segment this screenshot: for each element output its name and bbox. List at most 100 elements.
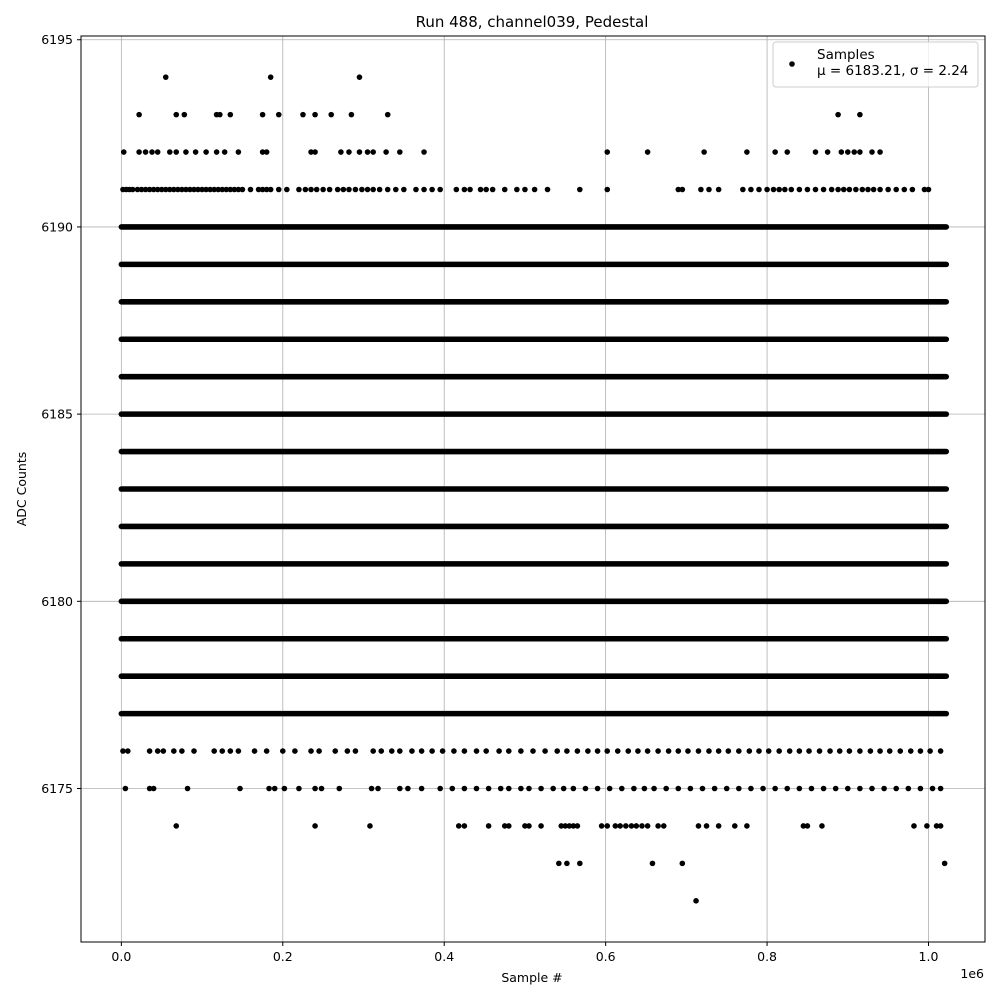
- sample-point: [375, 785, 381, 792]
- sample-point: [263, 748, 270, 754]
- sample-point: [770, 186, 777, 193]
- sample-point: [633, 823, 640, 829]
- sample-point: [675, 748, 682, 754]
- sample-point: [835, 186, 841, 193]
- sample-point: [893, 186, 900, 193]
- sample-point: [142, 186, 149, 193]
- sample-point: [356, 74, 363, 80]
- sample-point: [437, 186, 443, 193]
- sample-point: [453, 186, 460, 193]
- sample-point: [844, 149, 851, 155]
- sample-point: [302, 186, 309, 193]
- sample-point: [300, 111, 306, 118]
- sample-point: [429, 748, 435, 754]
- sample-point: [937, 785, 944, 792]
- sample-point: [594, 785, 601, 792]
- sample-point: [675, 186, 682, 193]
- sample-point: [679, 186, 686, 193]
- sample-point: [346, 149, 352, 155]
- sample-point: [655, 823, 661, 829]
- sample-point: [905, 785, 912, 792]
- sample-point: [160, 748, 167, 754]
- sample-point: [560, 785, 567, 792]
- sample-point: [501, 823, 508, 829]
- sample-point: [635, 748, 641, 754]
- sample-point: [405, 785, 411, 792]
- sample-point: [221, 149, 228, 155]
- sample-point: [869, 149, 875, 155]
- sample-point: [562, 823, 569, 829]
- sample-point: [538, 785, 544, 792]
- sample-point: [641, 785, 648, 792]
- sample-point: [173, 111, 180, 118]
- sample-point: [570, 785, 577, 792]
- sample-point: [136, 111, 142, 118]
- sample-point: [840, 186, 847, 193]
- sample-point: [870, 186, 877, 193]
- sample-point: [496, 748, 502, 754]
- sample-point: [756, 748, 762, 754]
- sample-point: [129, 186, 136, 193]
- sample-point: [776, 748, 782, 754]
- sample-point: [485, 785, 492, 792]
- sample-point: [853, 186, 859, 193]
- sample-point: [409, 748, 415, 754]
- sample-point: [340, 186, 347, 193]
- sample-point: [461, 785, 468, 792]
- sample-point: [308, 149, 314, 155]
- sample-point: [344, 748, 351, 754]
- y-tick-label: 6175: [41, 781, 73, 796]
- sample-point: [235, 149, 242, 155]
- sample-point: [359, 186, 365, 193]
- sample-point: [279, 748, 286, 754]
- sample-point: [598, 823, 605, 829]
- sample-point: [604, 149, 611, 155]
- sample-point: [715, 748, 722, 754]
- sample-point: [397, 785, 403, 792]
- sample-point: [378, 748, 385, 754]
- sample-point: [788, 186, 795, 193]
- sample-point: [187, 186, 193, 193]
- sample-point: [150, 785, 157, 792]
- sample-point: [146, 785, 153, 792]
- sample-point: [136, 149, 142, 155]
- sample-point: [857, 111, 863, 118]
- sample-point: [134, 186, 141, 193]
- sample-point: [231, 186, 238, 193]
- sample-point: [154, 186, 161, 193]
- sample-point: [138, 186, 145, 193]
- sample-point: [364, 186, 371, 193]
- sample-point: [211, 748, 217, 754]
- sample-point: [865, 186, 871, 193]
- sample-point: [784, 785, 791, 792]
- sample-point: [348, 111, 355, 118]
- sample-point: [179, 186, 185, 193]
- sample-point: [744, 823, 750, 829]
- sample-point: [731, 823, 738, 829]
- sample-point: [213, 149, 220, 155]
- sample-point: [461, 823, 468, 829]
- sample-point: [215, 186, 222, 193]
- legend-box: [772, 41, 979, 88]
- sample-point: [364, 149, 371, 155]
- sample-point: [352, 186, 359, 193]
- sample-point: [566, 823, 573, 829]
- sample-point: [418, 785, 425, 792]
- sample-point: [370, 186, 376, 193]
- sample-point: [881, 785, 887, 792]
- sample-point: [522, 186, 528, 193]
- sample-point: [356, 149, 363, 155]
- sample-point: [740, 186, 746, 193]
- sample-point: [227, 748, 234, 754]
- sample-point: [836, 748, 843, 754]
- sample-point: [383, 149, 389, 155]
- sample-point: [526, 785, 532, 792]
- sample-point: [318, 785, 325, 792]
- sample-point: [183, 186, 189, 193]
- x-tick-label: 1.0: [919, 949, 939, 964]
- sample-point: [832, 785, 839, 792]
- x-axis-label: Sample #: [501, 970, 562, 985]
- legend-marker: [789, 61, 795, 67]
- sample-point: [917, 748, 924, 754]
